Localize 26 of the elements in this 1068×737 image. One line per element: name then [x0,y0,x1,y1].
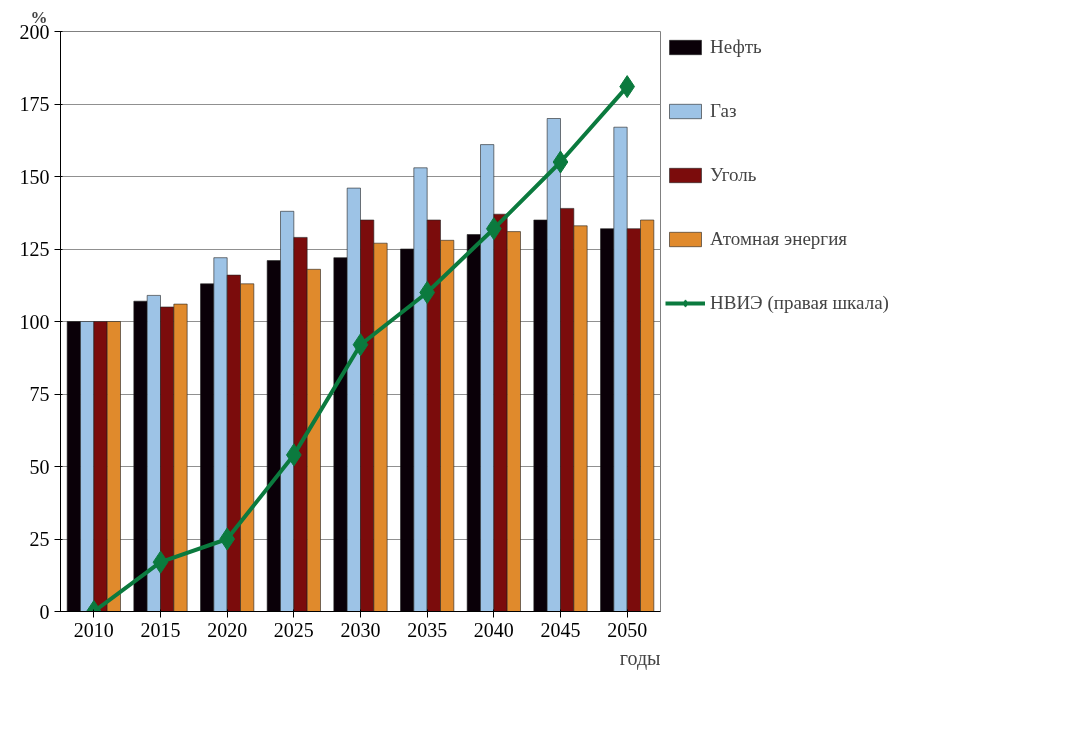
point [552,150,569,174]
y-tick-label: 175 [19,93,50,115]
y-tick-label: 125 [19,238,50,260]
y-tick-label: 0 [39,600,50,623]
legend-label: Нефть [710,36,762,58]
x-tick-label: 2030 [340,618,381,641]
x-axis-title: годы [619,646,661,670]
x-tick-label: 2010 [73,618,114,641]
legend-label: Газ [710,100,737,122]
x-tick-label: 2035 [407,618,448,641]
y-tick-label: 75 [29,383,50,405]
y-tick-label: 100 [19,310,50,333]
y-tick-label: 50 [29,455,50,478]
point [352,333,369,357]
x-tick-label: 2050 [607,618,648,641]
legend-label: Уголь [710,164,757,186]
y-tick-label: 150 [19,165,50,188]
legend-label: НВИЭ (правая шкала) [710,292,889,314]
legend-label: Атомная энергия [710,228,848,250]
x-tick-label: 2040 [473,618,514,641]
y-tick-label: 25 [29,528,50,550]
x-tick-label: 2015 [140,618,181,641]
x-tick-label: 2020 [207,618,248,641]
x-tick-label: 2025 [273,618,314,641]
x-tick-label: 2045 [540,618,581,641]
point [152,550,169,574]
